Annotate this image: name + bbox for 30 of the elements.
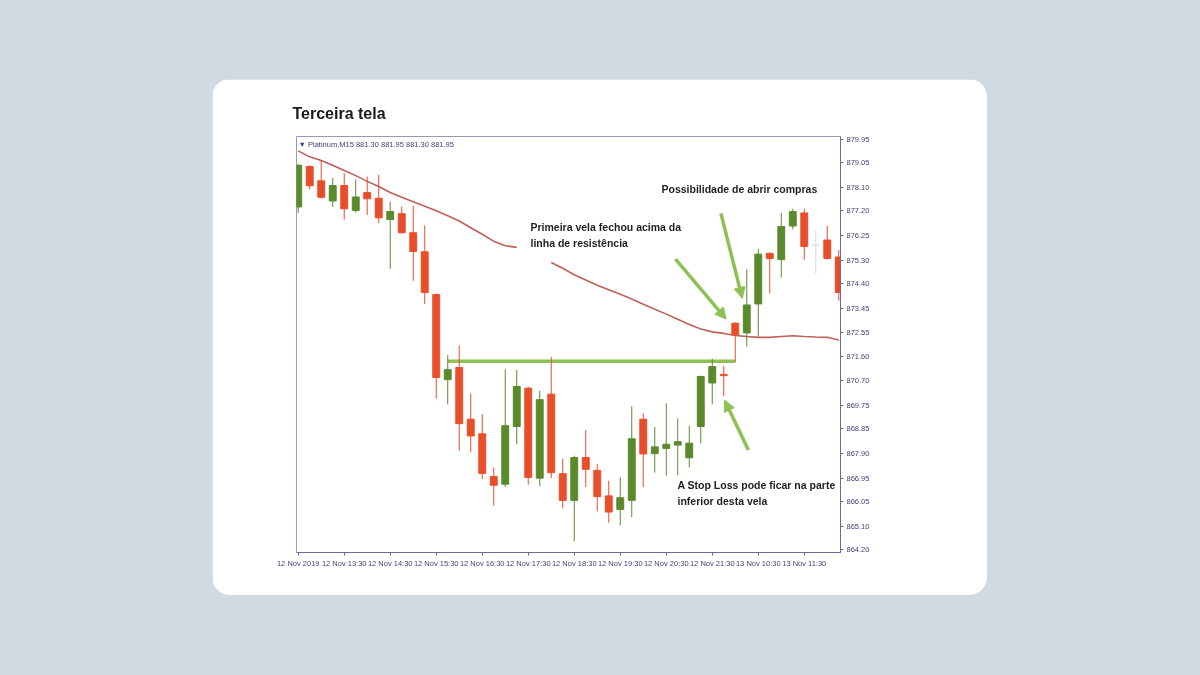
candlestick [731,321,740,363]
annotation: Primeira vela fechou acima da linha de resistência [530,220,682,249]
candlestick [489,466,498,507]
candlestick [351,179,360,213]
candlestick [409,205,418,282]
chart-title: Terceira tela [292,104,386,122]
candlestick [708,358,717,405]
candlestick [443,354,452,405]
candlestick [685,425,694,468]
candlestick [823,225,832,260]
annotation: A Stop Loss pode ficar na parte inferior desta vela [677,479,836,508]
candlestick [374,174,383,224]
candlestick [340,172,349,220]
candlestick [604,480,613,524]
candlestick [765,252,774,295]
candlestick [673,417,682,476]
candlestick [317,159,326,200]
annotation: Possibilidade de abrir compras [661,183,818,195]
candlestick [386,200,395,270]
candlestick [581,429,590,488]
candlestick [466,393,475,453]
candlestick [650,426,659,474]
candlestick [363,176,372,216]
candlestick [719,365,728,397]
candlestick [616,476,625,526]
candlestick [788,208,797,230]
candlestick [305,164,314,190]
candlestick [662,402,671,477]
candlestick [397,205,406,235]
candlestick [328,177,337,208]
